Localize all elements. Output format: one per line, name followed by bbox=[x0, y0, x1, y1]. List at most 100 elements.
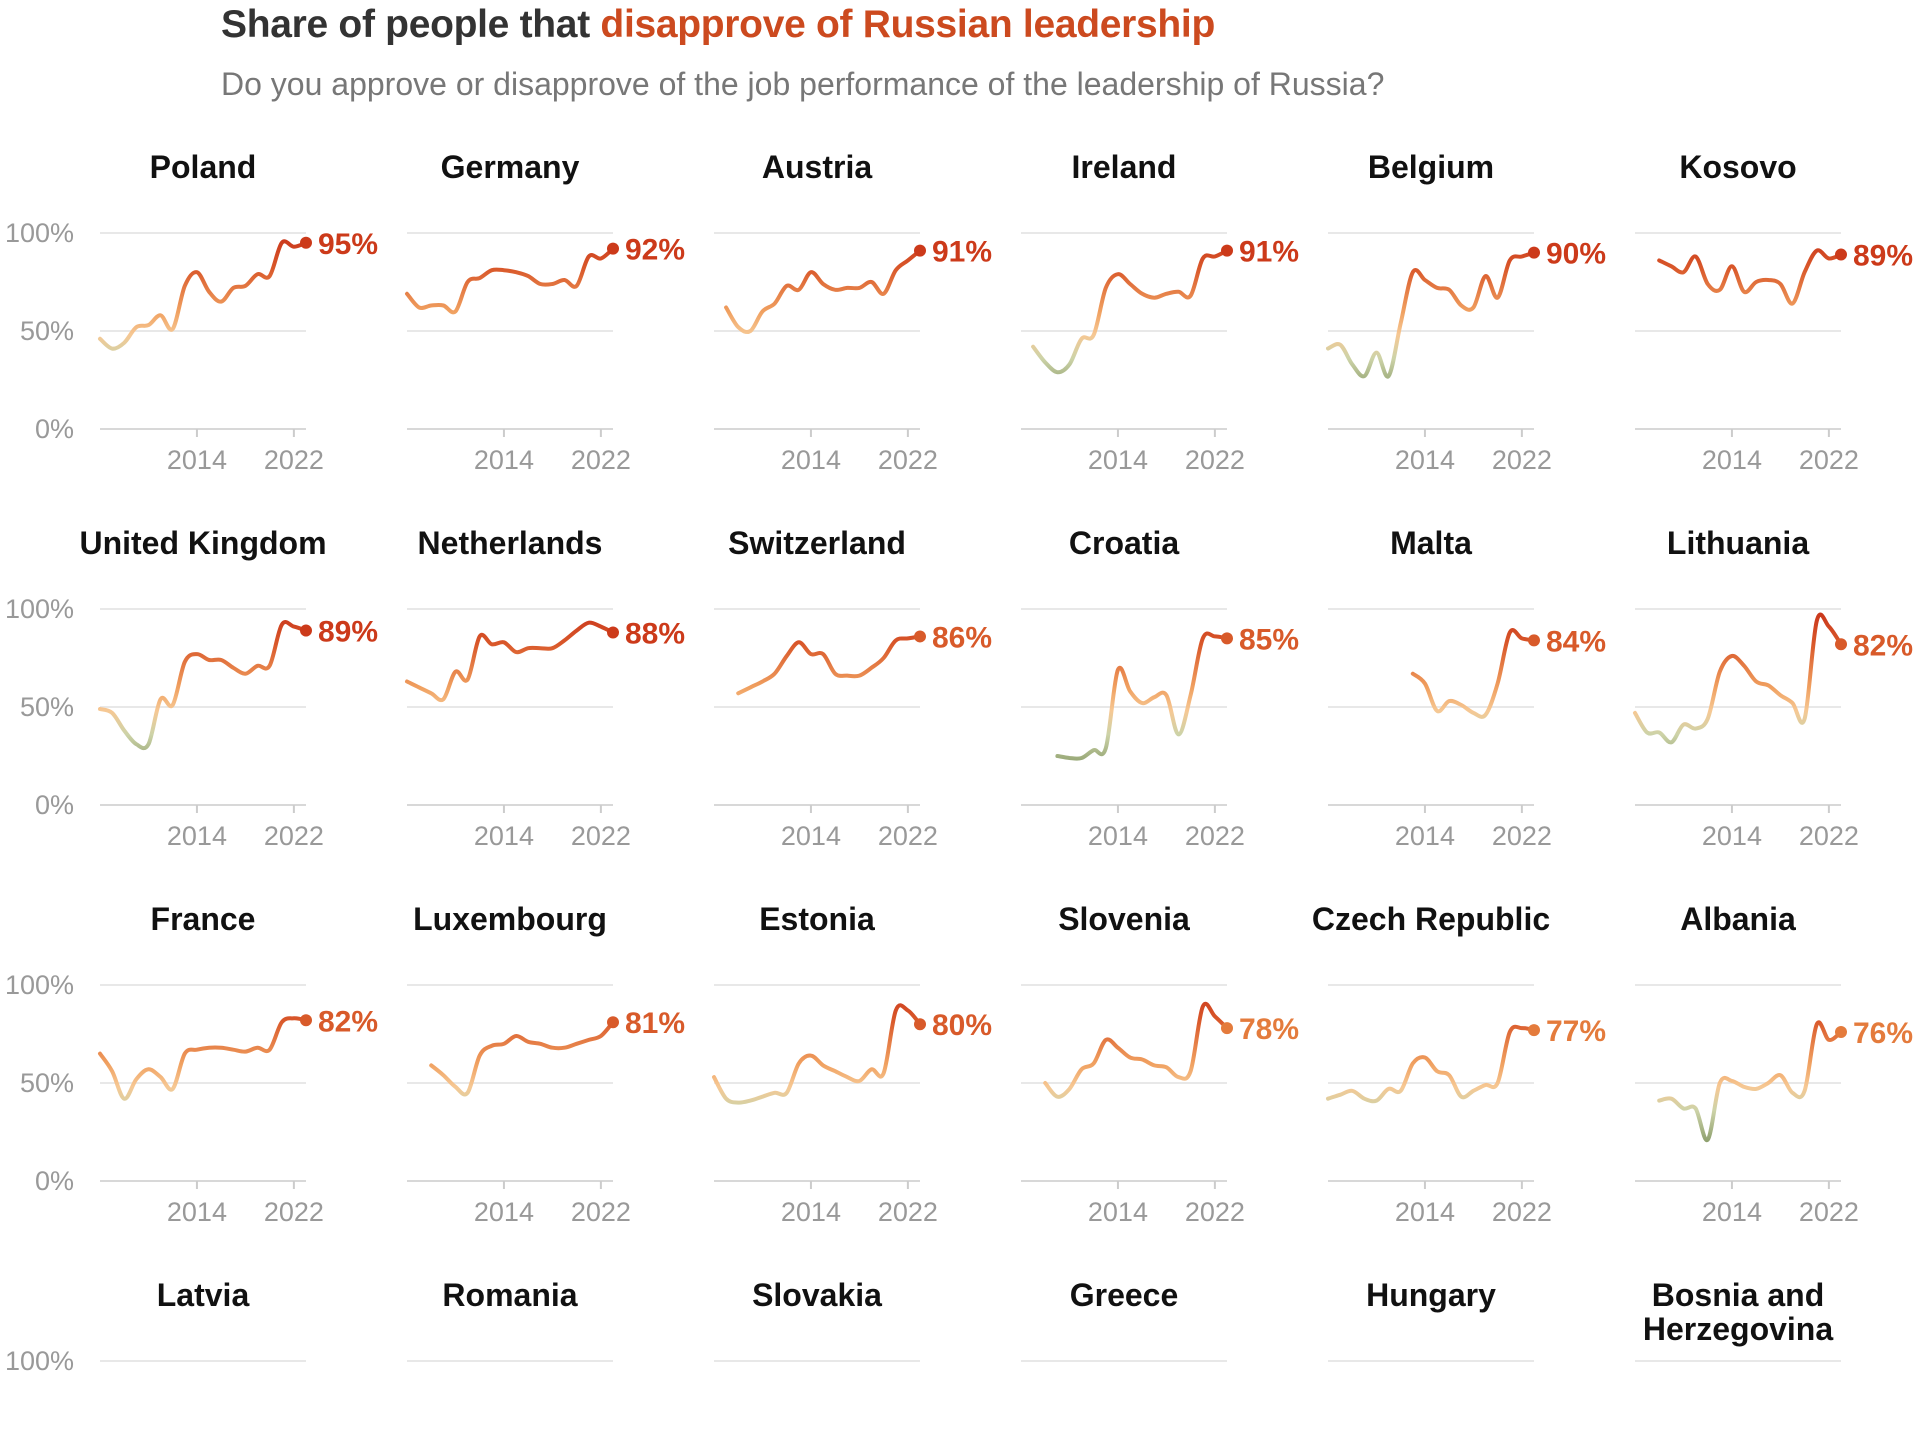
chart-header: Share of people that disapprove of Russi… bbox=[221, 0, 1721, 104]
end-value-label: 95% bbox=[318, 228, 378, 261]
series-line bbox=[98, 239, 308, 351]
panel-title: Estonia bbox=[759, 901, 875, 937]
series-line bbox=[1326, 1024, 1536, 1104]
panel-title: Bosnia and bbox=[1652, 1277, 1824, 1313]
panel-netherlands: Netherlands 2014 2022 88% bbox=[405, 525, 685, 851]
y-tick-label: 100% bbox=[5, 1346, 74, 1376]
panel-title: Czech Republic bbox=[1312, 901, 1550, 937]
series-line bbox=[405, 620, 615, 703]
panel-title: Kosovo bbox=[1679, 149, 1796, 185]
x-tick-label: 2014 bbox=[1702, 445, 1762, 475]
x-tick-label: 2014 bbox=[1702, 1197, 1762, 1227]
panel-title: Luxembourg bbox=[413, 901, 607, 937]
panel-luxembourg: Luxembourg 2014 2022 81% bbox=[407, 901, 685, 1227]
panel-romania: Romania20142022 bbox=[407, 1277, 613, 1362]
end-point bbox=[1528, 634, 1540, 647]
panel-title: Hungary bbox=[1366, 1277, 1496, 1313]
y-tick-label: 0% bbox=[35, 414, 74, 444]
panel-estonia: Estonia 2014 2022 80% bbox=[712, 901, 992, 1227]
panel-title: Switzerland bbox=[728, 525, 906, 561]
end-value-label: 91% bbox=[932, 236, 992, 269]
y-tick-label: 100% bbox=[5, 594, 74, 624]
x-tick-label: 2014 bbox=[1395, 445, 1455, 475]
panel-germany: Germany 2014 2022 92% bbox=[405, 149, 685, 475]
end-point bbox=[1528, 246, 1540, 259]
y-tick-label: 50% bbox=[20, 1068, 74, 1098]
panel-title: Slovenia bbox=[1058, 901, 1190, 937]
panel-belgium: Belgium 2014 2022 90% bbox=[1326, 149, 1606, 475]
end-point bbox=[1528, 1024, 1540, 1037]
series-line bbox=[724, 248, 922, 335]
panel-title: Lithuania bbox=[1667, 525, 1809, 561]
series-line bbox=[1326, 250, 1536, 379]
y-tick-label: 50% bbox=[20, 316, 74, 346]
panel-lithuania: Lithuania 2014 2022 82% bbox=[1633, 525, 1913, 851]
end-value-label: 88% bbox=[625, 618, 685, 651]
panel-france: France 0% 50% 100% 2014 2022 82% bbox=[5, 901, 378, 1227]
end-point bbox=[607, 626, 619, 639]
end-point bbox=[914, 244, 926, 257]
panel-title: Belgium bbox=[1368, 149, 1494, 185]
title-highlight: disapprove of Russian leadership bbox=[600, 3, 1215, 46]
panel-title: United Kingdom bbox=[79, 525, 326, 561]
end-value-label: 90% bbox=[1546, 238, 1606, 271]
panel-poland: Poland 0% 50% 100% 2014 2022 95% bbox=[5, 149, 378, 475]
end-value-label: 85% bbox=[1239, 623, 1299, 656]
series-line bbox=[405, 246, 615, 315]
x-tick-label: 2022 bbox=[264, 1197, 324, 1227]
end-value-label: 81% bbox=[625, 1007, 685, 1040]
end-value-label: 76% bbox=[1853, 1017, 1913, 1050]
title-prefix: Share of people that bbox=[221, 3, 601, 46]
x-tick-label: 2022 bbox=[878, 445, 938, 475]
panel-croatia: Croatia 2014 2022 85% bbox=[1021, 525, 1299, 851]
end-point bbox=[914, 1018, 926, 1031]
y-tick-label: 50% bbox=[20, 692, 74, 722]
end-value-label: 80% bbox=[932, 1009, 992, 1042]
end-point bbox=[1835, 1026, 1847, 1039]
end-value-label: 89% bbox=[318, 616, 378, 649]
end-point bbox=[300, 236, 312, 249]
end-point bbox=[300, 624, 312, 637]
x-tick-label: 2022 bbox=[1492, 445, 1552, 475]
panel-title: Austria bbox=[762, 149, 872, 185]
panel-united-kingdom: United Kingdom 0% 50% 100% 2014 2022 89% bbox=[5, 525, 378, 851]
x-tick-label: 2022 bbox=[571, 821, 631, 851]
x-tick-label: 2022 bbox=[1185, 445, 1245, 475]
series-line bbox=[1657, 248, 1843, 306]
x-tick-label: 2022 bbox=[571, 445, 631, 475]
panels-group: Poland 0% 50% 100% 2014 2022 95% Germany 2014 202… bbox=[5, 149, 1913, 1376]
panel-title: France bbox=[151, 901, 256, 937]
panel-title: Poland bbox=[150, 149, 257, 185]
end-value-label: 92% bbox=[625, 234, 685, 267]
x-tick-label: 2014 bbox=[1395, 821, 1455, 851]
panel-title: Greece bbox=[1070, 1277, 1179, 1313]
y-tick-label: 100% bbox=[5, 218, 74, 248]
x-tick-label: 2014 bbox=[474, 1197, 534, 1227]
panel-title: Herzegovina bbox=[1643, 1311, 1833, 1347]
panel-bosnia-and-herzegovina: Bosnia andHerzegovina20142022 bbox=[1635, 1277, 1841, 1362]
x-tick-label: 2022 bbox=[1799, 1197, 1859, 1227]
x-tick-label: 2014 bbox=[1702, 821, 1762, 851]
x-tick-label: 2022 bbox=[1492, 821, 1552, 851]
panel-greece: Greece20142022 bbox=[1021, 1277, 1227, 1362]
panel-albania: Albania 2014 2022 76% bbox=[1635, 901, 1913, 1227]
x-tick-label: 2022 bbox=[1799, 445, 1859, 475]
end-point bbox=[1835, 638, 1847, 651]
series-line bbox=[1031, 248, 1229, 375]
end-value-label: 84% bbox=[1546, 625, 1606, 658]
x-tick-label: 2022 bbox=[878, 1197, 938, 1227]
x-tick-label: 2022 bbox=[1185, 1197, 1245, 1227]
end-value-label: 77% bbox=[1546, 1015, 1606, 1048]
panel-title: Ireland bbox=[1072, 149, 1177, 185]
x-tick-label: 2014 bbox=[1395, 1197, 1455, 1227]
end-point bbox=[914, 630, 926, 643]
y-tick-label: 100% bbox=[5, 970, 74, 1000]
panel-kosovo: Kosovo 2014 2022 89% bbox=[1635, 149, 1913, 475]
panel-slovenia: Slovenia 2014 2022 78% bbox=[1021, 901, 1299, 1227]
panel-malta: Malta 2014 2022 84% bbox=[1328, 525, 1606, 851]
panel-title: Malta bbox=[1390, 525, 1472, 561]
panel-czech-republic: Czech Republic 2014 2022 77% bbox=[1312, 901, 1606, 1227]
x-tick-label: 2022 bbox=[264, 445, 324, 475]
panel-slovakia: Slovakia20142022 bbox=[714, 1277, 920, 1362]
